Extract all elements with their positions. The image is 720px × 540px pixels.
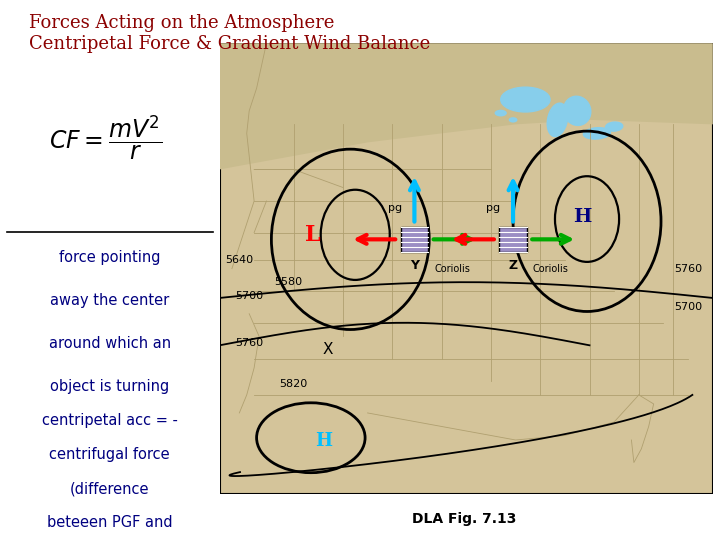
Text: DLA Fig. 7.13: DLA Fig. 7.13: [413, 512, 516, 526]
Text: Coriolis: Coriolis: [533, 264, 569, 274]
Text: centripetal acc = -: centripetal acc = -: [42, 413, 178, 428]
Bar: [499, 227, 527, 252]
Text: L: L: [305, 224, 321, 246]
Text: force pointing: force pointing: [59, 250, 161, 265]
Text: 5700: 5700: [674, 302, 702, 312]
Ellipse shape: [495, 110, 507, 117]
Text: 5760: 5760: [674, 264, 702, 274]
Ellipse shape: [606, 122, 623, 131]
Text: beteeen PGF and: beteeen PGF and: [47, 515, 173, 530]
Text: (difference: (difference: [70, 481, 150, 496]
Text: away the center: away the center: [50, 293, 169, 308]
Polygon shape: [220, 43, 713, 170]
Text: Z: Z: [508, 259, 518, 272]
Ellipse shape: [583, 127, 611, 139]
Text: 5700: 5700: [235, 291, 264, 301]
Text: X: X: [323, 342, 333, 357]
Text: H: H: [573, 208, 591, 226]
Text: Coriolis: Coriolis: [434, 264, 470, 274]
Text: 5580: 5580: [274, 277, 302, 287]
Ellipse shape: [500, 87, 550, 112]
Text: $\mathit{CF} = \dfrac{\mathit{mV}^2}{\mathit{r}}$: $\mathit{CF} = \dfrac{\mathit{mV}^2}{\ma…: [49, 114, 162, 163]
Text: Forces Acting on the Atmosphere: Forces Acting on the Atmosphere: [29, 14, 334, 31]
Text: object is turning: object is turning: [50, 379, 169, 394]
Text: H: H: [315, 432, 332, 450]
Text: 5760: 5760: [235, 338, 264, 348]
Text: Centripetal Force & Gradient Wind Balance: Centripetal Force & Gradient Wind Balanc…: [29, 35, 430, 53]
Ellipse shape: [508, 117, 518, 123]
Text: pg: pg: [486, 203, 500, 213]
Ellipse shape: [547, 103, 567, 137]
Text: 5820: 5820: [279, 379, 307, 389]
Bar: [400, 227, 428, 252]
Text: centrifugal force: centrifugal force: [50, 447, 170, 462]
Text: pg: pg: [387, 203, 402, 213]
Ellipse shape: [564, 96, 591, 125]
Text: Y: Y: [410, 259, 419, 272]
Text: around which an: around which an: [49, 336, 171, 351]
Text: 5640: 5640: [225, 255, 253, 265]
